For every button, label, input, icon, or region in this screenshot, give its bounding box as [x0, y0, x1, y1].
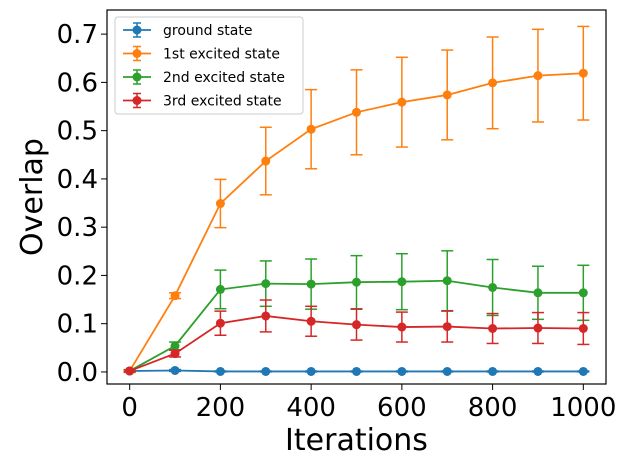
data-point — [442, 322, 452, 332]
plot-frame — [106, 9, 607, 385]
series-1st-excited-state — [123, 25, 590, 376]
data-point — [261, 311, 271, 321]
series-3rd-excited-state — [123, 299, 590, 376]
legend-entry-label: 2nd excited state — [163, 70, 285, 86]
series-2nd-excited-state — [123, 250, 590, 376]
data-point — [488, 324, 498, 334]
data-point — [352, 320, 361, 330]
data-point — [306, 279, 316, 289]
data-point — [215, 199, 225, 209]
data-point — [488, 366, 498, 376]
x-axis-ticks: 0 200 400 600 800 1000 — [121, 384, 616, 423]
x-tick-label: 600 — [377, 393, 427, 423]
data-point — [533, 288, 543, 298]
data-point — [170, 365, 180, 375]
x-tick-label: 0 — [121, 393, 138, 423]
legend-entry-label: 3rd excited state — [163, 94, 282, 110]
y-axis-label: Overlap — [15, 138, 50, 256]
data-point — [306, 366, 316, 376]
legend-marker — [132, 72, 142, 82]
y-tick-label: 0.1 — [57, 310, 98, 340]
data-point — [578, 288, 588, 298]
data-point — [578, 68, 588, 78]
data-point — [488, 78, 498, 88]
data-point — [306, 124, 316, 134]
legend-marker — [132, 96, 142, 105]
y-tick-label: 0.7 — [57, 20, 98, 50]
series-ground-state — [123, 365, 590, 376]
legend: ground state 1st excited state 2nd excited… — [114, 16, 304, 115]
x-tick-label: 1000 — [550, 393, 616, 423]
y-tick-label: 0.5 — [57, 117, 98, 147]
data-point — [170, 341, 180, 351]
data-point — [352, 277, 361, 287]
data-point — [215, 284, 225, 294]
plot-area — [123, 25, 590, 376]
data-point — [170, 291, 180, 301]
legend-box — [114, 16, 304, 115]
data-point — [352, 366, 361, 376]
data-point — [578, 366, 588, 376]
y-tick-label: 0.6 — [57, 68, 98, 98]
x-tick-label: 200 — [196, 393, 246, 423]
x-axis-label: Iterations — [285, 423, 428, 458]
data-point — [397, 97, 407, 107]
data-point — [261, 366, 271, 376]
legend-marker — [132, 49, 142, 58]
data-point — [397, 366, 407, 376]
data-point — [261, 156, 271, 166]
data-point — [442, 276, 452, 286]
x-tick-label: 800 — [468, 393, 518, 423]
data-point — [578, 324, 588, 334]
y-axis-ticks: 0.0 0.1 0.2 0.3 0.4 0.5 0.6 0.7 — [57, 20, 107, 388]
data-point — [215, 366, 225, 376]
data-point — [261, 279, 271, 289]
data-point — [215, 318, 225, 328]
data-point — [488, 282, 498, 292]
data-point — [397, 277, 407, 287]
y-tick-label: 0.0 — [57, 358, 98, 388]
x-tick-label: 400 — [286, 393, 336, 423]
data-point — [352, 107, 361, 117]
data-point — [442, 90, 452, 100]
y-tick-label: 0.3 — [57, 213, 98, 243]
data-point — [306, 316, 316, 326]
data-point — [170, 349, 180, 359]
data-point — [533, 323, 543, 333]
legend-marker — [132, 25, 142, 35]
data-point — [533, 366, 543, 376]
y-tick-label: 0.4 — [57, 165, 98, 195]
data-point — [442, 366, 452, 376]
data-point — [125, 366, 135, 376]
data-point — [533, 71, 543, 81]
data-point — [397, 322, 407, 332]
legend-entry-label: 1st excited state — [163, 47, 280, 63]
legend-entry-label: ground state — [163, 23, 252, 39]
y-tick-label: 0.2 — [57, 261, 98, 291]
